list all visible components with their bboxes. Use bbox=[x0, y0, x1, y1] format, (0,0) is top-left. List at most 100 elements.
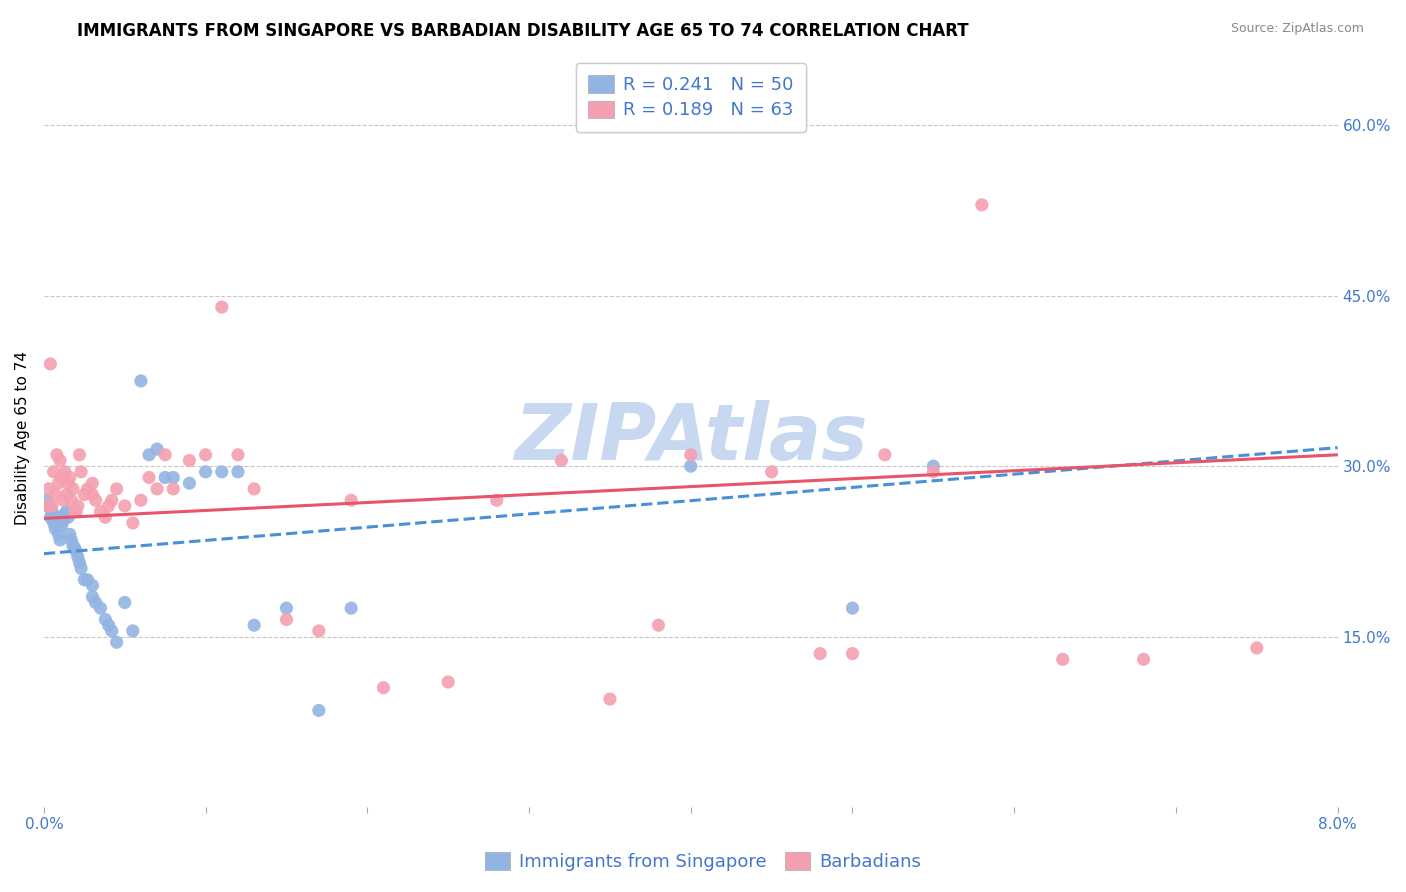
Point bbox=[841, 601, 863, 615]
Point bbox=[162, 470, 184, 484]
Point bbox=[162, 482, 184, 496]
Legend: R = 0.241   N = 50, R = 0.189   N = 63: R = 0.241 N = 50, R = 0.189 N = 63 bbox=[576, 62, 806, 132]
Point bbox=[340, 601, 363, 615]
Point bbox=[114, 499, 136, 513]
Point bbox=[873, 448, 896, 462]
Point bbox=[51, 518, 73, 533]
Point bbox=[73, 573, 96, 587]
Point bbox=[70, 465, 93, 479]
Point bbox=[41, 499, 63, 513]
Point bbox=[82, 590, 104, 604]
Point bbox=[51, 470, 73, 484]
Point bbox=[39, 357, 62, 371]
Point bbox=[276, 613, 298, 627]
Point bbox=[761, 465, 783, 479]
Point bbox=[76, 482, 98, 496]
Point bbox=[63, 505, 86, 519]
Point bbox=[82, 487, 104, 501]
Point bbox=[138, 470, 160, 484]
Point bbox=[808, 647, 831, 661]
Point bbox=[121, 624, 143, 638]
Point bbox=[211, 300, 233, 314]
Point bbox=[37, 493, 59, 508]
Point bbox=[599, 692, 621, 706]
Point bbox=[76, 573, 98, 587]
Point bbox=[1132, 652, 1154, 666]
Text: Source: ZipAtlas.com: Source: ZipAtlas.com bbox=[1230, 22, 1364, 36]
Point bbox=[1052, 652, 1074, 666]
Point bbox=[53, 465, 76, 479]
Text: ZIPAtlas: ZIPAtlas bbox=[515, 400, 868, 475]
Point bbox=[138, 448, 160, 462]
Point bbox=[922, 465, 945, 479]
Point bbox=[69, 448, 91, 462]
Point bbox=[194, 448, 217, 462]
Point bbox=[42, 516, 65, 530]
Point bbox=[48, 527, 70, 541]
Point bbox=[89, 601, 111, 615]
Point bbox=[44, 487, 66, 501]
Point bbox=[37, 499, 59, 513]
Point bbox=[146, 442, 169, 456]
Point bbox=[38, 482, 60, 496]
Point bbox=[105, 635, 128, 649]
Point bbox=[55, 487, 77, 501]
Point bbox=[146, 482, 169, 496]
Point bbox=[39, 510, 62, 524]
Point bbox=[49, 533, 72, 547]
Point bbox=[84, 595, 107, 609]
Point bbox=[56, 476, 79, 491]
Point bbox=[129, 493, 152, 508]
Point bbox=[97, 618, 120, 632]
Point bbox=[922, 459, 945, 474]
Point bbox=[49, 453, 72, 467]
Point bbox=[179, 453, 201, 467]
Point bbox=[62, 539, 84, 553]
Point bbox=[44, 522, 66, 536]
Point bbox=[243, 618, 266, 632]
Point bbox=[308, 703, 330, 717]
Point bbox=[647, 618, 669, 632]
Point bbox=[60, 533, 83, 547]
Point bbox=[153, 470, 176, 484]
Point bbox=[373, 681, 395, 695]
Point bbox=[45, 448, 67, 462]
Point bbox=[276, 601, 298, 615]
Point bbox=[485, 493, 508, 508]
Point bbox=[66, 499, 89, 513]
Legend: Immigrants from Singapore, Barbadians: Immigrants from Singapore, Barbadians bbox=[478, 846, 928, 879]
Point bbox=[550, 453, 572, 467]
Point bbox=[66, 549, 89, 564]
Point bbox=[84, 493, 107, 508]
Point bbox=[38, 499, 60, 513]
Point bbox=[70, 561, 93, 575]
Point bbox=[62, 482, 84, 496]
Point bbox=[437, 675, 460, 690]
Point bbox=[48, 476, 70, 491]
Point bbox=[52, 493, 75, 508]
Point bbox=[55, 505, 77, 519]
Point bbox=[94, 510, 117, 524]
Point bbox=[121, 516, 143, 530]
Point bbox=[82, 578, 104, 592]
Point bbox=[105, 482, 128, 496]
Point bbox=[69, 556, 91, 570]
Point bbox=[153, 448, 176, 462]
Point bbox=[82, 476, 104, 491]
Point bbox=[243, 482, 266, 496]
Point bbox=[129, 374, 152, 388]
Point bbox=[73, 487, 96, 501]
Point bbox=[211, 465, 233, 479]
Point bbox=[308, 624, 330, 638]
Point bbox=[65, 505, 87, 519]
Point bbox=[101, 624, 124, 638]
Point bbox=[60, 493, 83, 508]
Point bbox=[841, 647, 863, 661]
Point bbox=[65, 544, 87, 558]
Point bbox=[59, 470, 82, 484]
Point bbox=[53, 507, 76, 521]
Point bbox=[52, 514, 75, 528]
Point bbox=[59, 527, 82, 541]
Point bbox=[114, 595, 136, 609]
Point bbox=[226, 465, 249, 479]
